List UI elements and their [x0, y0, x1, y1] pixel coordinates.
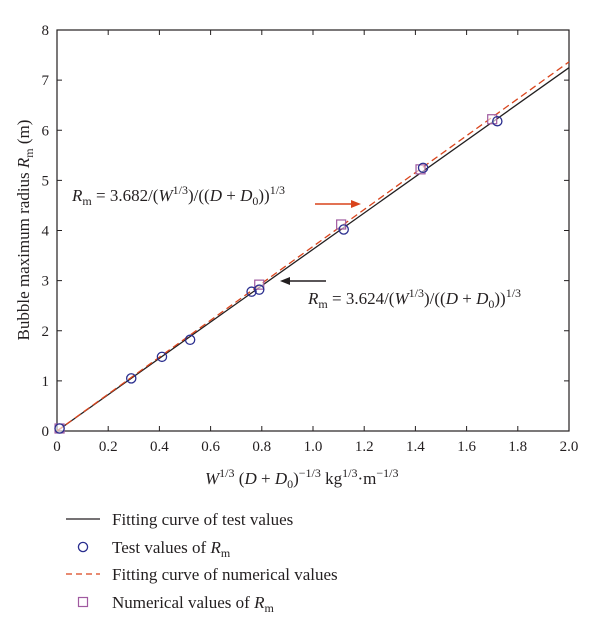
x-label-units-exp: 1/3 — [342, 466, 357, 480]
ann1-plus: + — [222, 186, 240, 205]
x-tick-label: 0.2 — [99, 439, 118, 455]
ann1-w-exp: 1/3 — [173, 183, 188, 197]
x-label-w: W — [205, 469, 221, 488]
test-point — [184, 334, 196, 346]
plot-area: 0 0.2 0.4 0.6 0.8 1.0 1.2 1.4 1.6 1.8 2.0 0 1 2 3 4 5 6 7… — [42, 23, 579, 455]
ann1-eq: = 3.682/( — [92, 186, 159, 205]
y-axis-label-prefix: Bubble maximum radius — [14, 172, 33, 340]
x-label-plus: + — [261, 469, 271, 488]
ann2-d0: D — [475, 289, 489, 308]
x-tick-label: 1.2 — [355, 439, 374, 455]
x-label-close: ) — [293, 469, 299, 488]
y-tick-label: 5 — [42, 173, 50, 189]
test-point — [253, 284, 265, 295]
data-points — [54, 114, 503, 434]
annotation-numerical-text: Rm = 3.682/(W1/3)/((D + D0))1/3 — [71, 183, 285, 208]
x-label-w-exp: 1/3 — [219, 466, 234, 480]
test-point — [125, 373, 137, 384]
test-point — [54, 423, 65, 434]
y-tick-label: 8 — [42, 23, 50, 39]
x-tick-label: 1.0 — [304, 439, 323, 455]
y-axis-label-sub: m — [22, 148, 36, 158]
ann2-eq: = 3.624/( — [328, 289, 395, 308]
fit-line-numerical — [56, 61, 570, 432]
x-axis-label: W1/3 (D + D0)−1/3 kg1/3·m−1/3 — [205, 466, 398, 491]
fit-line-test — [56, 67, 570, 432]
x-tick-label: 0 — [53, 439, 61, 455]
y-tick-label: 3 — [42, 274, 50, 290]
x-tick-label: 1.4 — [406, 439, 425, 455]
ann2-close-exp: 1/3 — [506, 286, 521, 300]
ann1-w: W — [158, 186, 174, 205]
y-axis-label-unit: (m) — [14, 120, 33, 145]
x-label-dot-m: ·m — [357, 469, 376, 488]
x-tick-label: 1.8 — [508, 439, 527, 455]
plot-frame — [56, 29, 570, 432]
ann1-close-exp: 1/3 — [270, 183, 285, 197]
ann1-mid: )/(( — [188, 186, 210, 205]
legend-label-test-points: Test values of Rm — [112, 538, 231, 560]
ann2-d: D — [445, 289, 459, 308]
ann1-close: )) — [258, 186, 269, 205]
legend-label-test-fit: Fitting curve of test values — [112, 510, 293, 529]
x-label-m-exp: −1/3 — [376, 466, 398, 480]
y-tick-label: 2 — [42, 324, 50, 340]
numerical-point — [336, 219, 347, 230]
y-tick-label: 4 — [42, 224, 50, 240]
test-point — [417, 162, 429, 174]
legend-label-numerical-fit: Fitting curve of numerical values — [112, 565, 338, 584]
y-axis-label: Bubble maximum radius Rm (m) — [14, 120, 36, 341]
test-point — [156, 351, 168, 363]
test-point — [492, 115, 503, 127]
ann2-w: W — [394, 289, 410, 308]
ann2-close: )) — [494, 289, 505, 308]
x-tick-label: 1.6 — [457, 439, 476, 455]
ann2-sym: R — [307, 289, 319, 308]
x-tick-label: 0.4 — [150, 439, 169, 455]
legend-label-numerical-points: Numerical values of Rm — [112, 593, 274, 615]
x-label-d0: D — [274, 469, 288, 488]
ann2-w-exp: 1/3 — [409, 286, 424, 300]
legend-swatch-test-points — [77, 541, 89, 553]
x-label-close-exp: −1/3 — [299, 466, 321, 480]
y-tick-label: 1 — [42, 374, 50, 390]
ann2-d0-sub: 0 — [488, 297, 494, 311]
numerical-point — [487, 114, 498, 125]
ann1-d: D — [209, 186, 223, 205]
legend: Fitting curve of test values Test values… — [66, 510, 338, 615]
y-axis-label-sym: R — [14, 157, 33, 169]
test-point — [246, 286, 257, 297]
annotation-numerical: Rm = 3.682/(W1/3)/((D + D0))1/3 — [71, 183, 361, 208]
ann2-sub: m — [318, 297, 328, 311]
ann1-sym: R — [71, 186, 83, 205]
legend-swatch-numerical-points — [77, 596, 89, 608]
ann1-d0-sub: 0 — [252, 194, 258, 208]
x-label-units: kg — [325, 469, 343, 488]
y-tick-label: 0 — [42, 424, 50, 440]
fit-lines — [56, 61, 570, 432]
x-tick-label: 2.0 — [560, 439, 579, 455]
ann1-sub: m — [82, 194, 92, 208]
y-axis-ticks: 0 1 2 3 4 5 6 7 8 — [42, 23, 569, 440]
x-label-d: D — [243, 469, 257, 488]
annotation-test: Rm = 3.624/(W1/3)/((D + D0))1/3 — [280, 277, 521, 311]
ann2-plus: + — [458, 289, 476, 308]
x-label-d0-sub: 0 — [287, 477, 293, 491]
x-tick-label: 0.6 — [201, 439, 220, 455]
numerical-point — [415, 164, 426, 175]
test-point — [338, 224, 349, 235]
annotation-test-text: Rm = 3.624/(W1/3)/((D + D0))1/3 — [307, 286, 521, 311]
y-tick-label: 6 — [42, 123, 50, 139]
y-tick-label: 7 — [42, 73, 50, 89]
ann1-d0: D — [239, 186, 253, 205]
x-tick-label: 0.8 — [252, 439, 271, 455]
annotation-test-arrowhead — [280, 277, 290, 285]
annotation-numerical-arrowhead — [351, 200, 361, 208]
ann2-mid: )/(( — [424, 289, 446, 308]
x-label-open: ( — [239, 469, 245, 488]
x-axis-ticks: 0 0.2 0.4 0.6 0.8 1.0 1.2 1.4 1.6 1.8 2.0 — [53, 30, 578, 455]
